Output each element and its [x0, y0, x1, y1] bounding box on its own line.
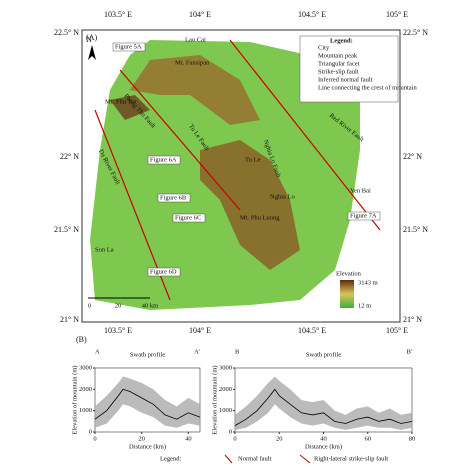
fault-line — [119, 69, 241, 211]
y-axis-label: Elevation of mountain (m) — [211, 365, 218, 434]
y-tick-label: 0 — [229, 428, 232, 435]
figure-box — [157, 193, 191, 203]
figure-label: Figure 6B — [160, 194, 187, 201]
x-tick-label: 80 — [409, 435, 416, 442]
profile-title: Swath profile — [306, 351, 341, 358]
elevation-title: Elevation — [336, 270, 362, 277]
x-tick-label: 20 — [276, 435, 283, 442]
y-tick-label: 3000 — [219, 364, 232, 371]
y-axis-label: Elevation of mountain (m) — [71, 365, 78, 434]
highland — [130, 55, 260, 125]
figure-box — [147, 267, 181, 277]
lat-label: 21.5° N — [403, 225, 428, 234]
elevation-min: 12 m — [358, 302, 371, 309]
legend-item: Right-lateral strike-slip fault — [314, 455, 388, 462]
x-tick-label: 60 — [365, 435, 372, 442]
swath-band — [235, 376, 412, 430]
x-tick-label: 20 — [138, 435, 145, 442]
lon-label: 104° E — [189, 10, 211, 19]
y-tick-label: 2000 — [219, 386, 232, 393]
place-label: Nghia Lo — [270, 193, 295, 200]
legend-title: Legend: — [330, 37, 353, 44]
place-label: Mt. Fansipan — [175, 59, 210, 66]
legend-item: Strike-slip fault — [318, 68, 359, 75]
lon-label: 103.5° E — [104, 10, 132, 19]
x-tick-label: 0 — [93, 435, 96, 442]
lat-label: 22° N — [60, 152, 79, 161]
legend-item: Line connecting the crest of mountain — [318, 84, 417, 91]
figure-box — [112, 42, 146, 52]
x-tick-label: 40 — [185, 435, 192, 442]
y-tick-label: 1000 — [79, 407, 92, 414]
profile-start: A — [95, 348, 100, 355]
lat-label: 21° N — [403, 315, 422, 324]
swath-band — [95, 376, 200, 428]
y-tick-label: 0 — [89, 428, 92, 435]
lon-label: 103.5° E — [104, 326, 132, 335]
place-label: Tu Le — [245, 156, 261, 163]
legend-swatch — [299, 454, 311, 464]
mean-line — [94, 388, 201, 420]
figure-box — [147, 155, 181, 165]
legend-item: Inferred normal fault — [318, 76, 373, 83]
map-legend-box — [299, 35, 399, 103]
x-axis-label: Distance (km) — [305, 443, 342, 450]
elevation-ramp — [340, 280, 354, 308]
north-arrow — [88, 45, 96, 60]
lon-label: 104.5° E — [298, 10, 326, 19]
lat-label: 22° N — [403, 152, 422, 161]
legend-item: Mountain peak — [318, 52, 358, 59]
figure-label: Figure 6A — [150, 156, 177, 163]
place-label: Yen Bai — [350, 187, 371, 194]
legend-item: City — [318, 44, 330, 51]
lat-label: 22.5° N — [54, 28, 79, 37]
x-tick-label: 0 — [233, 435, 236, 442]
place-label: Son La — [95, 246, 114, 253]
figure-box — [347, 211, 381, 221]
legend-item: Triangular facet — [318, 60, 360, 67]
label: (B) — [76, 335, 87, 344]
place-label: Lao Cai — [185, 36, 206, 43]
figure-label: Figure 6D — [150, 268, 177, 275]
figure-label: Figure 6C — [175, 214, 201, 221]
profile-end: B' — [406, 348, 412, 355]
legend-item: Normal fault — [238, 455, 272, 462]
x-axis-label: Distance (km) — [129, 443, 166, 450]
lon-label: 104.5° E — [298, 326, 326, 335]
label: N — [86, 35, 92, 44]
x-tick-label: 40 — [320, 435, 327, 442]
profile-title: Swath profile — [130, 351, 165, 358]
elevation-max: 3143 m — [358, 279, 378, 286]
label: (A) — [86, 33, 97, 42]
lon-label: 104° E — [189, 326, 211, 335]
highland — [110, 95, 150, 120]
highland — [200, 140, 300, 270]
lat-label: 21° N — [60, 315, 79, 324]
scale-label: 20 — [115, 302, 122, 309]
figure-label: Figure 5A — [115, 43, 142, 50]
lon-label: 105° E — [386, 326, 408, 335]
scale-label: 0 — [88, 302, 91, 309]
lat-label: 21.5° N — [54, 225, 79, 234]
y-tick-label: 3000 — [79, 364, 92, 371]
figure-box — [172, 213, 206, 223]
plot-frame — [94, 367, 201, 433]
fault-line — [229, 39, 381, 231]
y-tick-label: 1000 — [219, 407, 232, 414]
mean-line — [234, 388, 413, 426]
place-label: Mt. Phu Luong — [240, 214, 280, 221]
lon-label: 105° E — [386, 10, 408, 19]
figure-label: Figure 7A — [350, 212, 377, 219]
profile-start: B — [235, 348, 240, 355]
lat-label: 22.5° N — [403, 28, 428, 37]
place-label: Mt. Phu Tra — [105, 98, 136, 105]
profile-end: A' — [194, 348, 200, 355]
legend-title: Legend: — [160, 455, 181, 462]
legend-swatch — [224, 454, 233, 464]
y-tick-label: 2000 — [79, 386, 92, 393]
scale-label: 40 km — [142, 302, 158, 309]
